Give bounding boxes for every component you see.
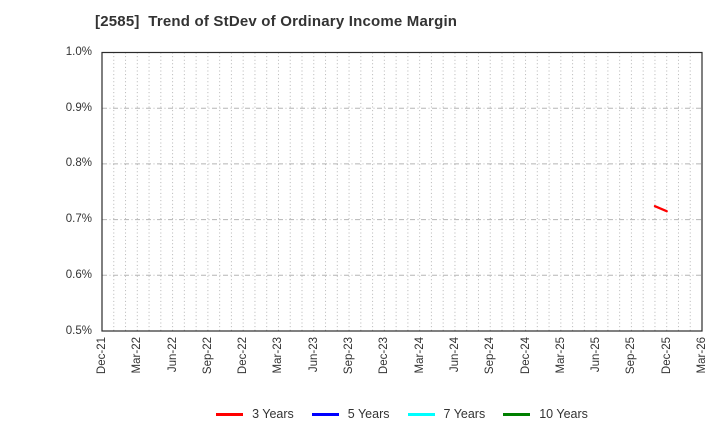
x-tick-label: Mar-25 xyxy=(554,337,567,374)
x-tick-label: Mar-26 xyxy=(696,337,708,374)
series-line-3-years xyxy=(653,205,668,213)
plot-frame xyxy=(101,51,703,332)
y-tick-label: 0.9% xyxy=(65,101,92,114)
x-tick-label: Jun-24 xyxy=(448,337,461,373)
x-tick-label: Dec-21 xyxy=(96,337,108,375)
x-tick-label: Jun-25 xyxy=(590,337,603,373)
x-tick-label: Sep-22 xyxy=(201,337,214,375)
legend-item-7-years: 7 Years xyxy=(407,407,486,421)
y-tick-label: 0.7% xyxy=(65,213,92,226)
x-tick-label: Sep-23 xyxy=(343,337,356,375)
legend-item-5-years: 5 Years xyxy=(311,407,390,421)
x-tick-label: Dec-24 xyxy=(519,337,532,375)
legend-label: 5 Years xyxy=(347,407,390,421)
legend-item-3-years: 3 Years xyxy=(216,407,294,421)
y-tick-label: 0.5% xyxy=(65,324,92,337)
x-tick-label: Dec-25 xyxy=(660,337,673,375)
x-tick-label: Sep-24 xyxy=(484,337,497,375)
legend-label: 10 Years xyxy=(539,407,588,421)
legend: 3 Years 5 Years 7 Years 10 Years xyxy=(102,404,702,424)
legend-line-icon xyxy=(503,412,531,416)
legend-line-icon xyxy=(311,412,339,416)
x-tick-label: Jun-23 xyxy=(307,337,320,373)
legend-label: 3 Years xyxy=(252,407,294,421)
legend-item-10-years: 10 Years xyxy=(503,407,588,421)
legend-line-icon xyxy=(216,412,244,416)
y-tick-label: 0.8% xyxy=(65,157,92,170)
x-tick-label: Sep-25 xyxy=(625,337,638,375)
legend-label: 7 Years xyxy=(443,407,486,421)
x-tick-label: Mar-22 xyxy=(131,337,144,374)
x-tick-label: Dec-22 xyxy=(237,337,250,375)
y-tick-label: 0.6% xyxy=(65,268,92,281)
x-tick-label: Mar-23 xyxy=(272,337,285,374)
y-tick-label: 1.0% xyxy=(65,46,92,58)
legend-line-icon xyxy=(407,412,435,416)
x-tick-label: Dec-23 xyxy=(378,337,391,375)
x-tick-label: Mar-24 xyxy=(413,337,426,374)
x-tick-label: Jun-22 xyxy=(166,337,179,373)
chart-title: [2585] Trend of StDev of Ordinary Income… xyxy=(95,13,458,30)
